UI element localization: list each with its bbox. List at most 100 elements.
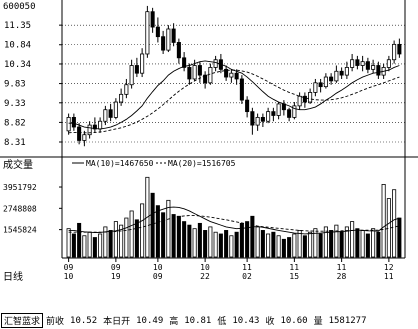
candle-down [376, 65, 381, 76]
stock-name[interactable]: 汇智蓝求 [1, 313, 44, 328]
candle [171, 23, 176, 47]
prev-close-value: 10.52 [70, 315, 98, 326]
price-ma-lines [68, 60, 400, 134]
candle [339, 67, 344, 79]
volume-bar-down [218, 233, 223, 258]
candle-up [334, 70, 339, 82]
open-value: 10.49 [136, 315, 164, 326]
candle-up [266, 111, 271, 122]
candle [140, 48, 145, 78]
candle-up [208, 67, 213, 84]
stock-chart-svg[interactable]: 600050 成交量 MA(10)=1467650 MA(20)=1516705… [0, 0, 418, 312]
candle-down [176, 42, 181, 59]
candle [161, 30, 166, 54]
candle [66, 113, 71, 135]
volume-bar-down [287, 237, 292, 258]
volume-bar-up [386, 198, 391, 258]
legend-ma20: MA(20)=1516705 [168, 159, 236, 168]
price-tick-label: 9.83 [4, 80, 26, 90]
candle-down [197, 65, 202, 76]
volume-bar-down [318, 233, 323, 258]
candle [371, 59, 376, 74]
candle-up [87, 124, 92, 136]
candle-up [350, 59, 355, 68]
candle [266, 107, 271, 124]
candle [308, 88, 313, 104]
volume-bar-up [208, 226, 213, 258]
candle-up [292, 105, 297, 118]
volume-bar-up [229, 235, 234, 258]
price-ma-long-line [68, 69, 400, 134]
candle-up [98, 120, 103, 130]
candle-up [166, 28, 171, 51]
volume-bar-down [339, 231, 344, 258]
volume-bar-up [334, 224, 339, 258]
close-value: 10.60 [280, 315, 308, 326]
candle [166, 25, 171, 53]
candle-up [229, 72, 234, 78]
volume-bar-up [350, 221, 355, 258]
volume-bar-up [344, 226, 349, 258]
candle [250, 107, 255, 135]
candle [360, 55, 365, 72]
date-tick-day: 28 [337, 272, 347, 281]
candle-down [318, 82, 323, 88]
candle-up [213, 59, 218, 68]
date-axis: 091009191009102211021115112812111221 [64, 258, 394, 281]
volume-bar-down [176, 215, 181, 258]
low-label: 低 [217, 317, 227, 327]
candle [176, 38, 181, 64]
volume-bar-down [376, 231, 381, 258]
volume-ma10-line [68, 206, 400, 235]
candle [150, 7, 155, 33]
volume-bar-up [276, 235, 281, 258]
candle [203, 71, 208, 89]
candle [87, 121, 92, 139]
volume-bar-down [108, 230, 113, 258]
price-tick-label: 10.84 [4, 41, 31, 51]
candle [276, 102, 281, 120]
candle-up [113, 101, 118, 118]
candle-up [276, 103, 281, 116]
price-tick-label: 10.34 [4, 60, 31, 70]
volume-bar-up [323, 226, 328, 258]
date-tick-day: 10 [64, 272, 74, 281]
volume-bar-up [381, 183, 386, 258]
candle [271, 107, 276, 122]
volume-ma20-line [68, 215, 400, 233]
date-tick-year: 11 [289, 263, 299, 272]
volume-tick-label: 2748808 [3, 204, 37, 213]
volume-bar-down [224, 230, 229, 258]
candle-up [323, 76, 328, 88]
volume-bar-up [124, 217, 129, 258]
high-label: 高 [169, 317, 179, 327]
volume-bar-down [182, 221, 187, 258]
volume-legend: MA(10)=1467650 MA(20)=1516705 [72, 159, 236, 168]
legend-ma10: MA(10)=1467650 [86, 159, 154, 168]
date-tick-day: 19 [111, 272, 121, 281]
candle-down [245, 99, 250, 113]
candle-down [339, 70, 344, 76]
volume-tick-label: 3951792 [3, 183, 37, 192]
volume-tick-label: 1545824 [3, 226, 37, 235]
candle-up [308, 92, 313, 103]
candle-down [71, 117, 76, 128]
volume-bar-up [66, 228, 71, 258]
candle-up [140, 53, 145, 74]
candle-down [150, 11, 155, 28]
candle-up [119, 93, 124, 103]
candle [103, 105, 108, 126]
volume-bar-up [140, 203, 145, 258]
candle [302, 92, 307, 108]
candle-down [260, 117, 265, 122]
price-grid [62, 24, 405, 143]
candle-up [392, 43, 397, 61]
volume-bar-down [77, 222, 82, 258]
volume-bar-down [271, 231, 276, 258]
volume-bar-up [292, 233, 297, 258]
candle [281, 100, 286, 116]
volume-bar-down [171, 214, 176, 258]
candle [350, 53, 355, 72]
candle-down [365, 61, 370, 70]
